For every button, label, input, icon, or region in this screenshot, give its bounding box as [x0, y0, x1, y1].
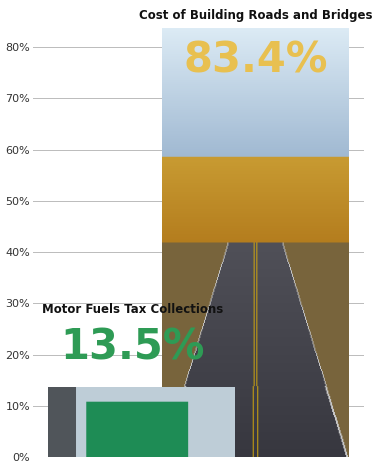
Text: Cost of Building Roads and Bridges: Cost of Building Roads and Bridges [139, 9, 372, 22]
Text: Motor Fuels Tax Collections: Motor Fuels Tax Collections [42, 303, 223, 316]
Text: 83.4%: 83.4% [184, 40, 328, 82]
Text: 13.5%: 13.5% [60, 326, 204, 369]
